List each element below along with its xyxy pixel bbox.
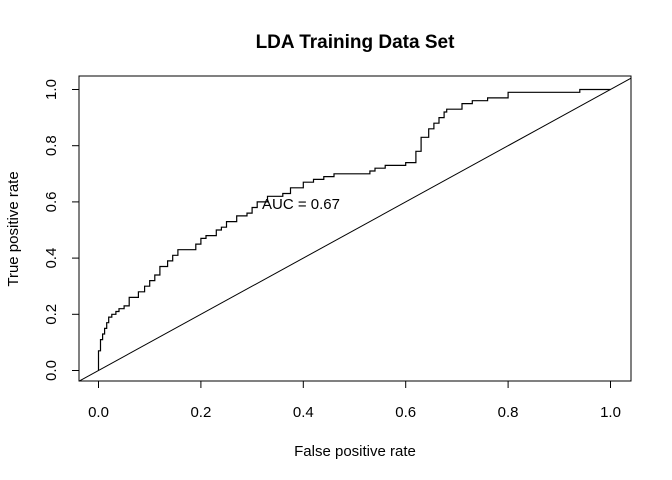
y-tick-label: 0.4 [43, 248, 60, 269]
x-tick-label: 0.0 [88, 404, 109, 421]
chart-title: LDA Training Data Set [256, 32, 455, 53]
y-tick-label: 0.8 [43, 135, 60, 156]
x-tick-label: 0.4 [293, 404, 314, 421]
auc-annotation: AUC = 0.67 [262, 196, 340, 213]
x-tick-label: 0.8 [498, 404, 519, 421]
y-tick-label: 0.0 [43, 360, 60, 381]
y-tick-label: 1.0 [43, 79, 60, 100]
plot-frame [78, 75, 632, 382]
x-tick-label: 0.6 [395, 404, 416, 421]
y-tick-label: 0.2 [43, 304, 60, 325]
y-tick-label: 0.6 [43, 191, 60, 212]
x-tick-label: 0.2 [190, 404, 211, 421]
x-tick-label: 1.0 [600, 404, 621, 421]
roc-curve [97, 88, 611, 371]
x-axis-label: False positive rate [294, 443, 416, 460]
diagonal-reference-line [78, 77, 632, 382]
y-axis-label: True positive rate [5, 171, 22, 286]
x-axis: 0.0 0.2 0.4 0.6 0.8 1.0 [88, 381, 621, 421]
y-axis: 0.0 0.2 0.4 0.6 0.8 1.0 [43, 79, 79, 381]
